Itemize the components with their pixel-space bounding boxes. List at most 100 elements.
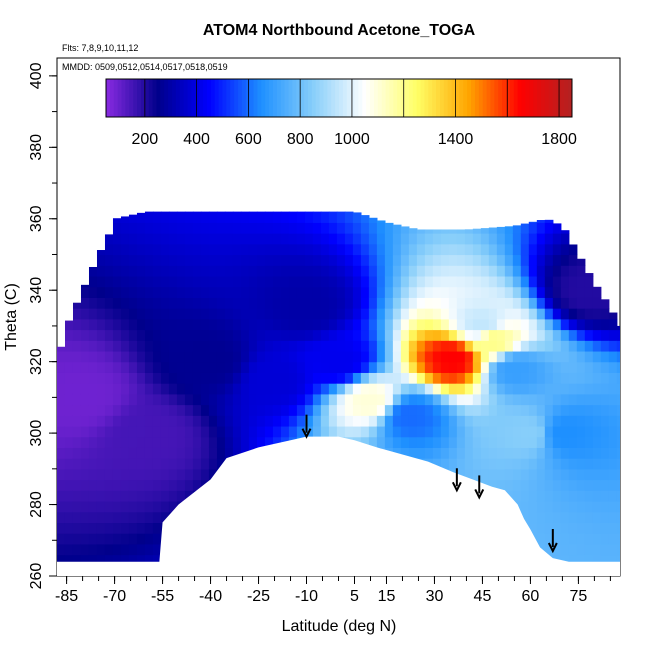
field-cell (104, 383, 114, 395)
field-cell (520, 500, 530, 513)
field-cell (57, 500, 66, 513)
field-cell (480, 243, 490, 256)
field-cell (96, 468, 106, 481)
field-cell (552, 500, 562, 513)
field-cell (424, 308, 434, 320)
field-cell (96, 458, 106, 470)
field-cell (432, 308, 442, 320)
field-cell (256, 372, 266, 384)
field-cell (144, 383, 154, 395)
field-cell (312, 297, 322, 309)
field-cell (416, 254, 426, 266)
field-cell (272, 297, 282, 309)
field-cell (192, 340, 202, 352)
field-cell (288, 318, 298, 331)
field-cell (64, 383, 74, 395)
field-cell (144, 329, 154, 341)
field-cell (128, 318, 138, 331)
field-cell (560, 233, 570, 245)
field-cell (576, 425, 586, 438)
field-cell (104, 543, 114, 556)
field-cell (344, 415, 354, 427)
field-cell (112, 383, 122, 395)
field-cell (488, 265, 498, 277)
field-cell (600, 393, 610, 406)
field-cell (112, 479, 122, 491)
field-cell (128, 458, 138, 470)
field-cell (376, 383, 386, 395)
field-cell (584, 447, 594, 459)
field-cell (432, 436, 442, 448)
colorbar-tick-label: 400 (183, 131, 210, 148)
field-cell (168, 265, 178, 277)
field-cell (192, 233, 202, 245)
field-cell (304, 404, 314, 416)
field-cell (136, 233, 146, 245)
field-cell (440, 329, 450, 341)
field-cell (232, 254, 242, 266)
x-tick-label: 60 (522, 588, 540, 605)
field-cell (512, 329, 522, 341)
field-cell (144, 500, 154, 513)
field-cell (160, 329, 170, 341)
field-cell (608, 522, 618, 534)
field-cell (72, 308, 82, 320)
field-cell (448, 361, 458, 373)
field-cell (584, 479, 594, 491)
field-cell (400, 226, 410, 234)
field-cell (240, 361, 250, 373)
field-cell (216, 458, 226, 470)
field-cell (320, 243, 330, 256)
field-cell (368, 383, 378, 395)
field-cell (456, 404, 466, 416)
field-cell (112, 468, 122, 481)
field-cell (584, 286, 594, 298)
field-cell (432, 329, 442, 341)
field-cell (448, 340, 458, 352)
field-cell (512, 372, 522, 384)
field-cell (464, 275, 474, 288)
field-cell (200, 275, 210, 288)
field-cell (536, 415, 546, 427)
field-cell (57, 554, 66, 566)
field-cell (504, 479, 514, 491)
field-cell (96, 404, 106, 416)
field-cell (112, 308, 122, 320)
field-cell (296, 425, 306, 438)
field-cell (312, 233, 322, 245)
field-cell (440, 372, 450, 384)
field-cell (384, 297, 394, 309)
field-cell (416, 447, 426, 459)
field-cell (568, 361, 578, 373)
field-cell (552, 223, 562, 234)
field-cell (64, 404, 74, 416)
field-cell (576, 436, 586, 448)
colorbar-swatch (106, 79, 111, 117)
colorbar-swatch (346, 79, 352, 117)
field-cell (512, 458, 522, 470)
field-cell (152, 511, 162, 524)
field-cell (520, 468, 530, 481)
field-cell (136, 511, 146, 524)
field-cell (232, 361, 242, 373)
field-cell (88, 490, 98, 502)
field-cell (136, 458, 146, 470)
field-cell (416, 229, 426, 234)
field-cell (408, 361, 418, 373)
field-cell (304, 286, 314, 298)
field-cell (57, 350, 66, 363)
field-cell (560, 265, 570, 277)
field-cell (256, 383, 266, 395)
field-cell (264, 308, 274, 320)
field-cell (96, 511, 106, 524)
field-cell (136, 243, 146, 256)
flight-marker-arrow (301, 414, 312, 439)
field-cell (616, 383, 620, 395)
field-cell (208, 447, 218, 459)
field-cell (392, 447, 402, 459)
field-cell (360, 233, 370, 245)
field-cell (120, 318, 130, 331)
flights-annotation: Flts: 7,8,9,10,11,12 (62, 43, 138, 53)
field-cell (520, 254, 530, 266)
